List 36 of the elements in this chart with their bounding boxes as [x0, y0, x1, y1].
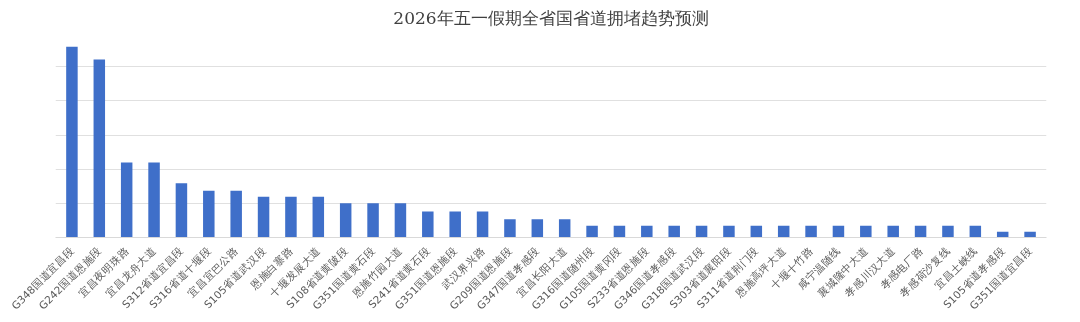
bar — [257, 196, 270, 238]
bar — [558, 219, 571, 238]
bar — [531, 219, 544, 238]
bar — [120, 162, 133, 238]
bar — [914, 225, 927, 238]
bar — [230, 190, 242, 238]
bar — [641, 225, 653, 238]
bar — [312, 196, 325, 238]
bar — [422, 211, 434, 238]
bar — [832, 225, 845, 238]
bar — [586, 225, 598, 238]
bar — [394, 203, 407, 238]
bar — [750, 225, 763, 238]
bar — [805, 225, 817, 238]
bar — [613, 225, 626, 238]
bar — [860, 225, 872, 238]
bar — [93, 59, 106, 238]
bar — [695, 225, 708, 238]
chart-title: 2026年五一假期全省国省道拥堵趋势预测 — [393, 7, 709, 28]
bar — [148, 162, 160, 238]
bar — [175, 183, 188, 238]
bar — [942, 225, 954, 238]
bar — [285, 196, 297, 238]
bar — [723, 225, 735, 238]
bar — [777, 225, 790, 238]
bar — [504, 219, 516, 238]
bar — [969, 225, 982, 238]
bar — [1024, 231, 1036, 238]
bar — [476, 211, 489, 238]
bar — [367, 203, 379, 238]
bar — [887, 225, 899, 238]
bar — [66, 46, 78, 238]
bar — [203, 190, 215, 238]
bar — [449, 211, 461, 238]
bar — [668, 225, 680, 238]
bar — [339, 203, 352, 238]
